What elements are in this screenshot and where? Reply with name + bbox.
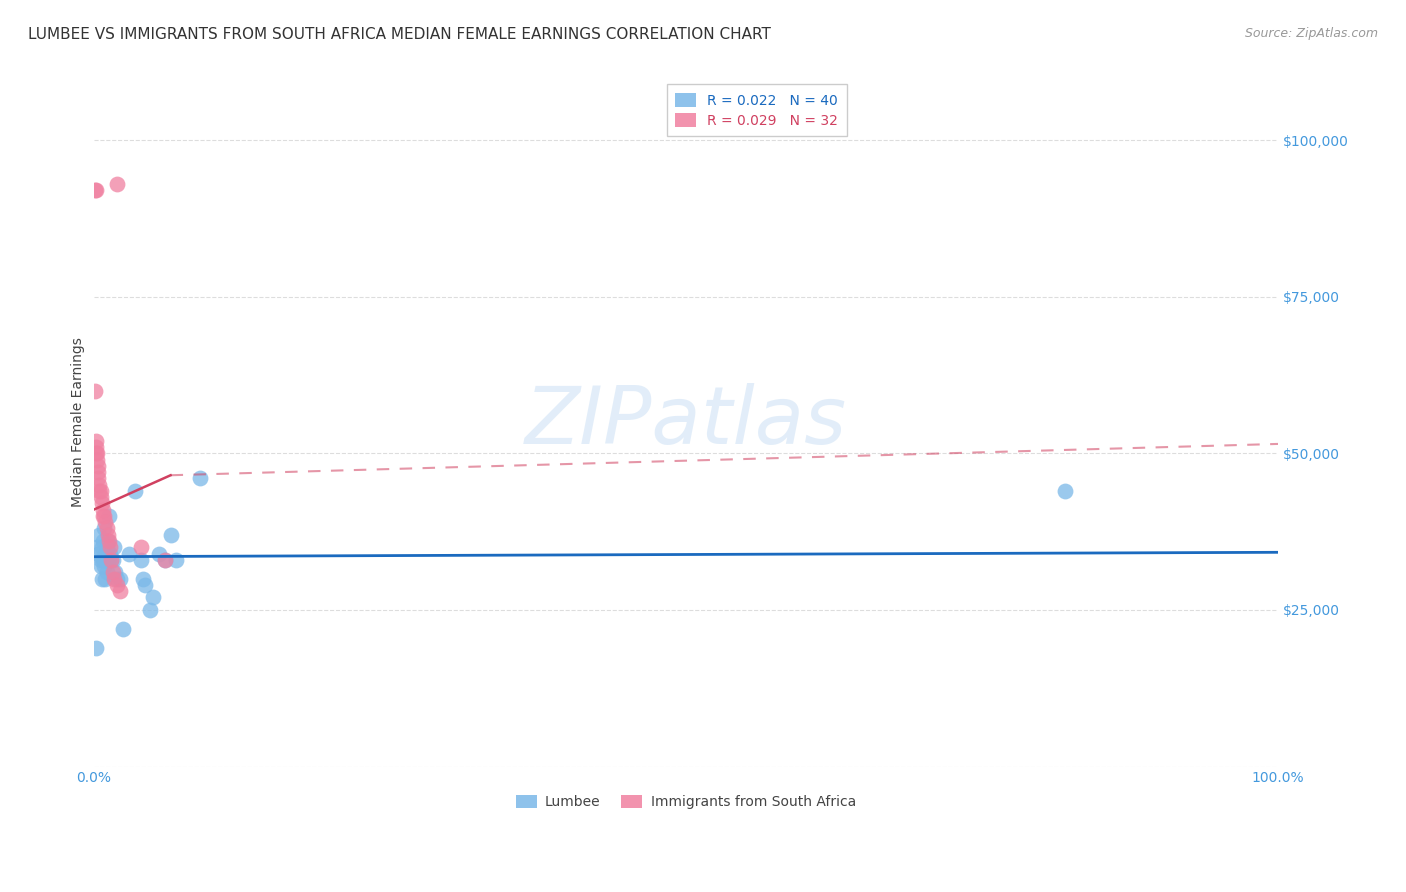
Immigrants from South Africa [105,578,128,592]
Text: ZIPatlas: ZIPatlas [524,383,846,461]
Immigrants from South Africa [100,553,122,567]
Lumbee [96,566,118,580]
Immigrants from South Africa [98,534,121,549]
Immigrants from South Africa [86,452,108,467]
Immigrants from South Africa [98,541,121,555]
Immigrants from South Africa [153,553,176,567]
Lumbee [134,578,156,592]
Text: Source: ZipAtlas.com: Source: ZipAtlas.com [1244,27,1378,40]
Lumbee [91,534,114,549]
Lumbee [132,572,155,586]
Legend: Lumbee, Immigrants from South Africa: Lumbee, Immigrants from South Africa [510,789,862,814]
Lumbee [139,603,162,617]
Lumbee [93,559,115,574]
Immigrants from South Africa [84,434,107,448]
Immigrants from South Africa [90,483,112,498]
Immigrants from South Africa [89,477,111,491]
Lumbee [87,547,110,561]
Lumbee [118,547,141,561]
Immigrants from South Africa [91,508,114,523]
Immigrants from South Africa [105,177,128,191]
Immigrants from South Africa [87,458,110,473]
Lumbee [104,566,127,580]
Lumbee [89,528,111,542]
Lumbee [124,483,146,498]
Immigrants from South Africa [89,483,111,498]
Lumbee [105,572,128,586]
Lumbee [98,508,121,523]
Lumbee [108,572,131,586]
Lumbee [97,534,120,549]
Immigrants from South Africa [97,528,120,542]
Lumbee [94,547,117,561]
Lumbee [129,553,152,567]
Immigrants from South Africa [83,384,105,398]
Lumbee [148,547,170,561]
Lumbee [94,572,117,586]
Y-axis label: Median Female Earnings: Median Female Earnings [72,337,86,507]
Immigrants from South Africa [103,572,125,586]
Lumbee [90,572,112,586]
Immigrants from South Africa [84,446,107,460]
Lumbee [101,553,124,567]
Immigrants from South Africa [129,541,152,555]
Lumbee [103,541,125,555]
Immigrants from South Africa [91,502,114,516]
Lumbee [90,559,112,574]
Immigrants from South Africa [94,515,117,529]
Lumbee [98,547,121,561]
Immigrants from South Africa [90,490,112,504]
Lumbee [90,541,112,555]
Lumbee [97,553,120,567]
Immigrants from South Africa [87,465,110,479]
Immigrants from South Africa [108,584,131,599]
Lumbee [166,553,188,567]
Immigrants from South Africa [93,508,115,523]
Lumbee [142,591,165,605]
Lumbee [90,553,112,567]
Immigrants from South Africa [83,183,105,197]
Lumbee [91,553,114,567]
Lumbee [100,553,122,567]
Lumbee [86,541,108,555]
Lumbee [1053,483,1076,498]
Text: LUMBEE VS IMMIGRANTS FROM SOUTH AFRICA MEDIAN FEMALE EARNINGS CORRELATION CHART: LUMBEE VS IMMIGRANTS FROM SOUTH AFRICA M… [28,27,770,42]
Lumbee [188,471,211,485]
Immigrants from South Africa [84,440,107,454]
Lumbee [93,521,115,535]
Lumbee [96,541,118,555]
Immigrants from South Africa [101,566,124,580]
Lumbee [153,553,176,567]
Immigrants from South Africa [84,183,107,197]
Immigrants from South Africa [87,471,110,485]
Lumbee [112,622,135,636]
Lumbee [84,640,107,655]
Immigrants from South Africa [86,446,108,460]
Immigrants from South Africa [96,521,118,535]
Lumbee [159,528,181,542]
Immigrants from South Africa [90,496,112,510]
